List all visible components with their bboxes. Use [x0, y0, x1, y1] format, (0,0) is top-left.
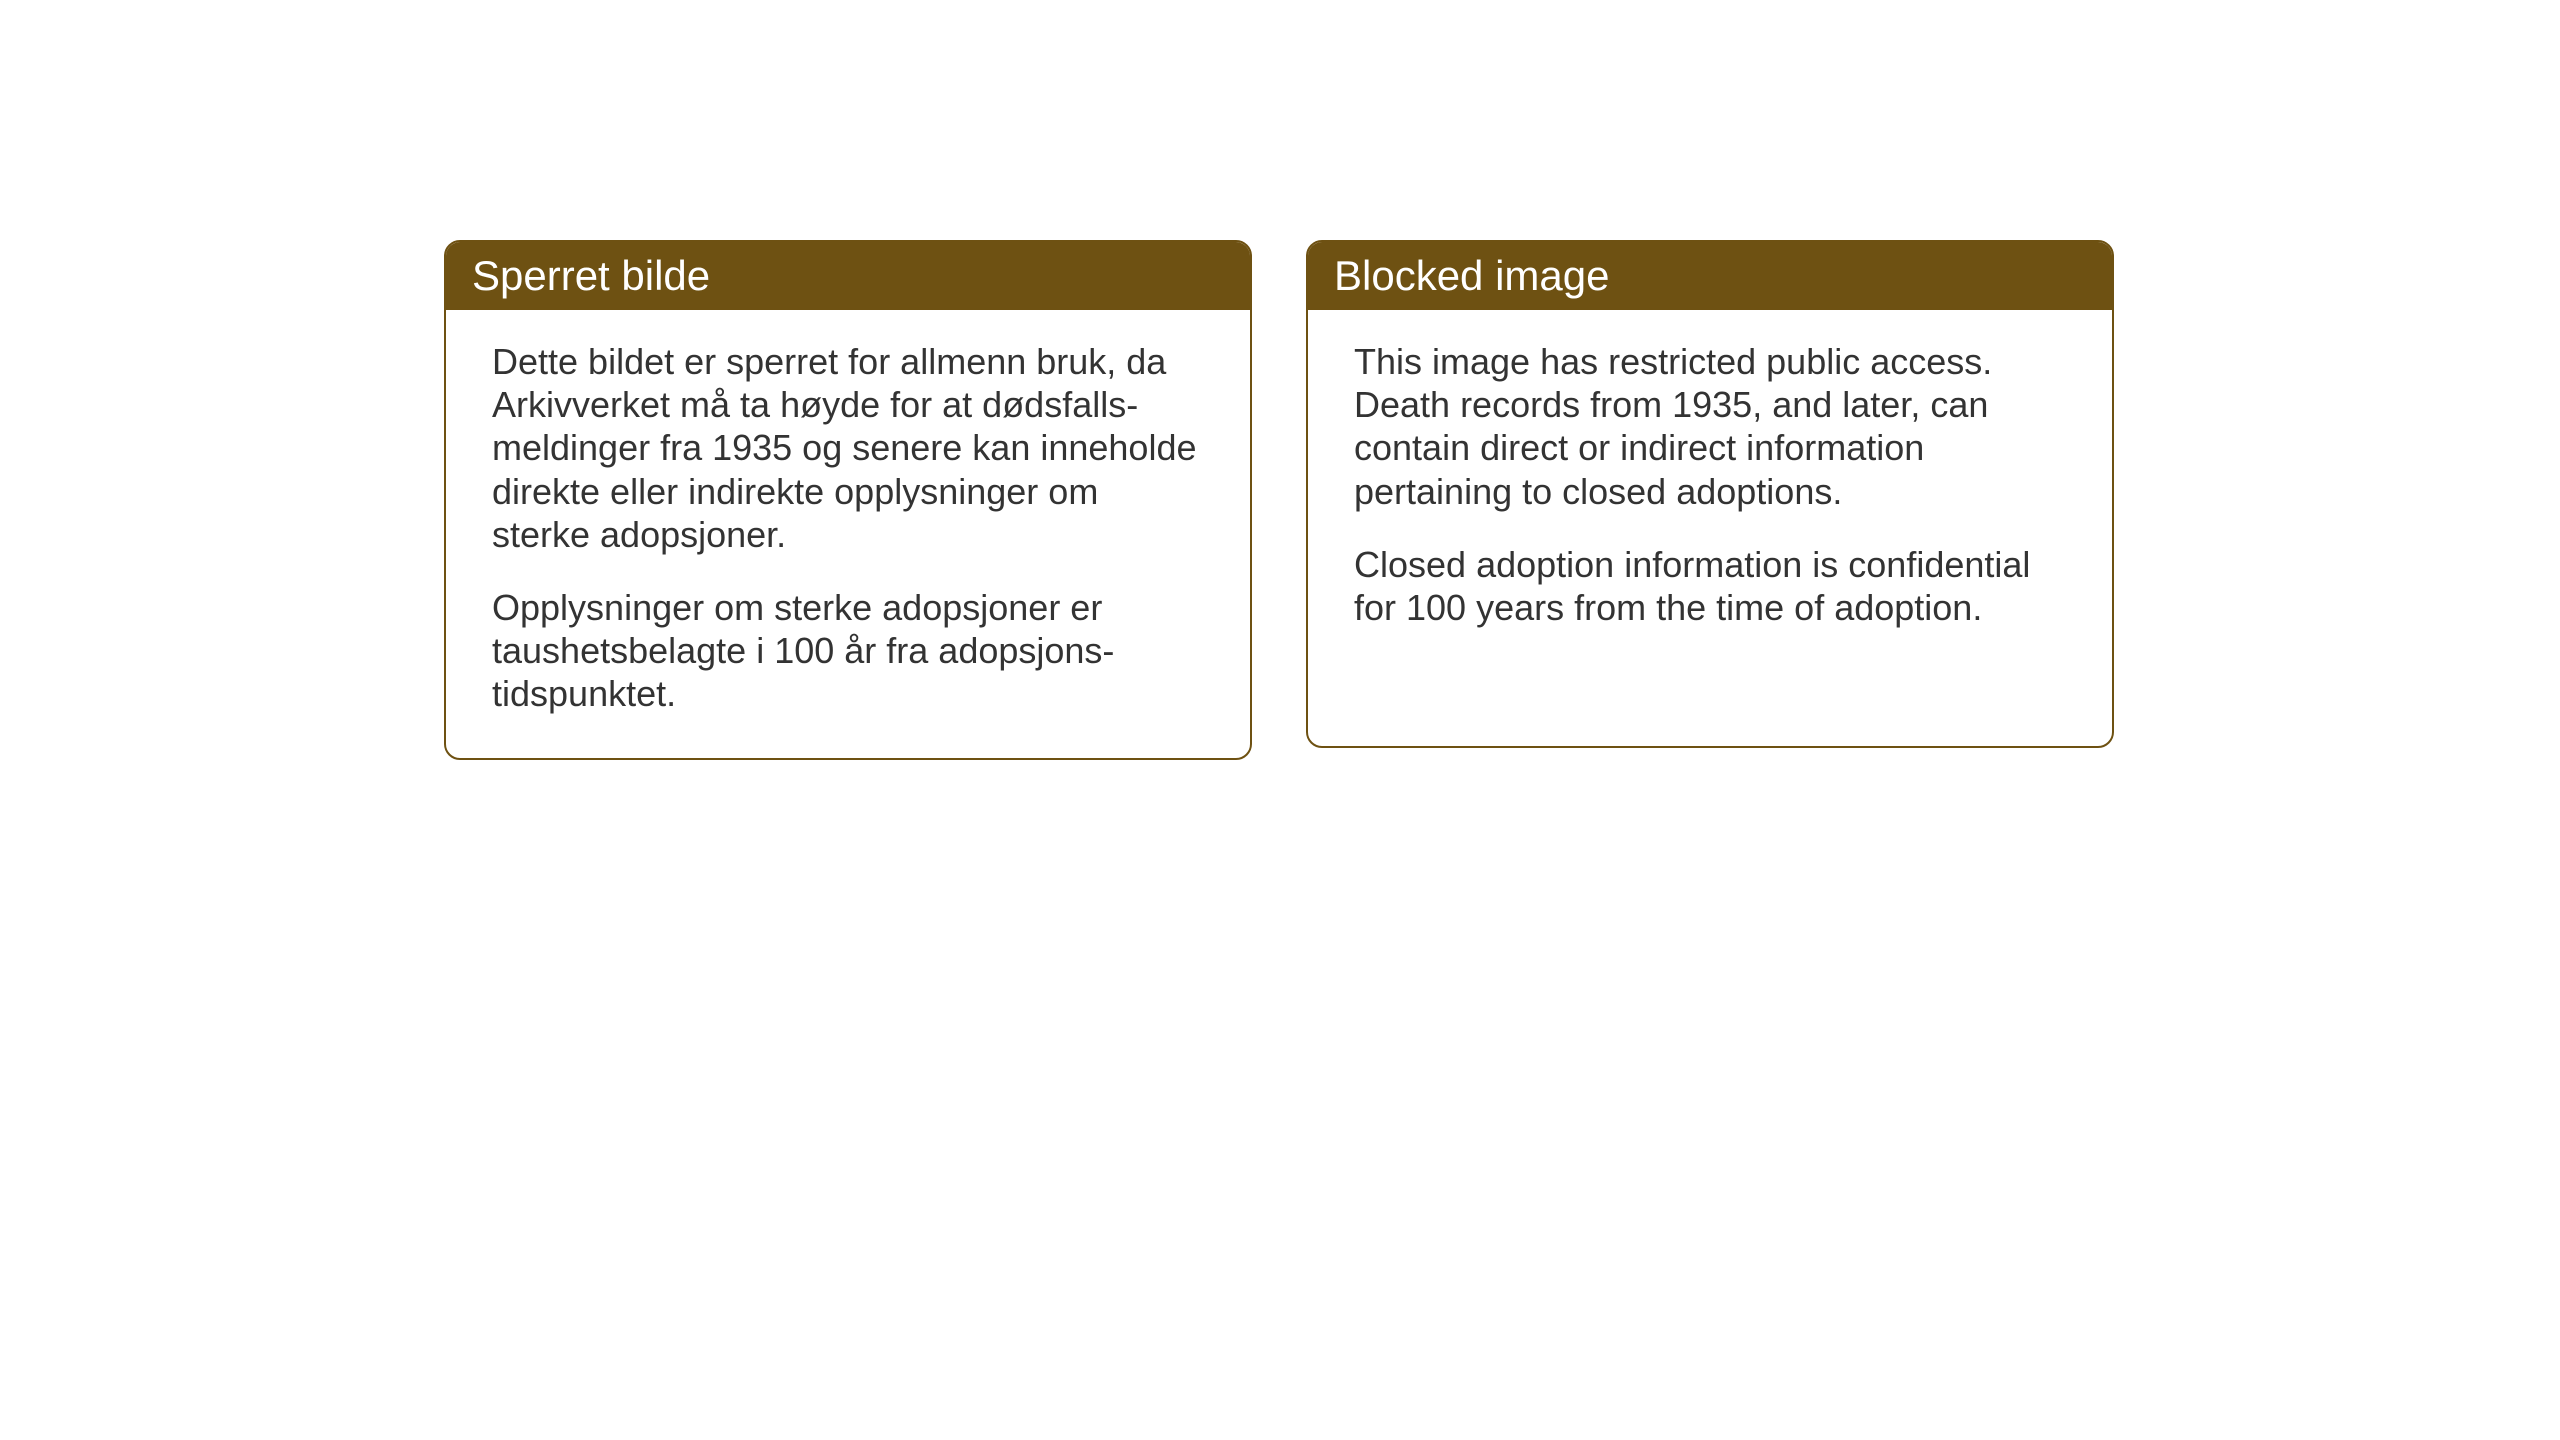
english-card-body: This image has restricted public access.… [1308, 310, 2112, 671]
notice-cards-container: Sperret bilde Dette bildet er sperret fo… [444, 240, 2114, 760]
norwegian-card-title: Sperret bilde [446, 242, 1250, 310]
english-card-title: Blocked image [1308, 242, 2112, 310]
english-paragraph-1: This image has restricted public access.… [1354, 340, 2066, 513]
english-notice-card: Blocked image This image has restricted … [1306, 240, 2114, 748]
norwegian-card-body: Dette bildet er sperret for allmenn bruk… [446, 310, 1250, 758]
norwegian-notice-card: Sperret bilde Dette bildet er sperret fo… [444, 240, 1252, 760]
norwegian-paragraph-1: Dette bildet er sperret for allmenn bruk… [492, 340, 1204, 556]
norwegian-paragraph-2: Opplysninger om sterke adopsjoner er tau… [492, 586, 1204, 716]
english-paragraph-2: Closed adoption information is confident… [1354, 543, 2066, 629]
